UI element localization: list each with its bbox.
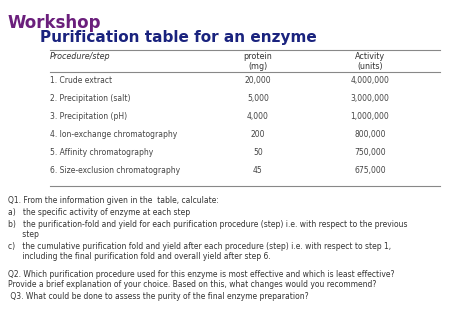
- Text: c)   the cumulative purification fold and yield after each procedure (step) i.e.: c) the cumulative purification fold and …: [8, 242, 391, 262]
- Text: 675,000: 675,000: [354, 166, 386, 175]
- Text: 3,000,000: 3,000,000: [351, 94, 390, 103]
- Text: 4,000,000: 4,000,000: [351, 76, 390, 85]
- Text: 6. Size-exclusion chromatography: 6. Size-exclusion chromatography: [50, 166, 180, 175]
- Text: 45: 45: [253, 166, 263, 175]
- Text: 750,000: 750,000: [354, 148, 386, 157]
- Text: Purification table for an enzyme: Purification table for an enzyme: [40, 30, 317, 45]
- Text: Activity
(units): Activity (units): [355, 52, 385, 71]
- Text: 2. Precipitation (salt): 2. Precipitation (salt): [50, 94, 130, 103]
- Text: Q2. Which purification procedure used for this enzyme is most effective and whic: Q2. Which purification procedure used fo…: [8, 270, 394, 289]
- Text: 3. Precipitation (pH): 3. Precipitation (pH): [50, 112, 127, 121]
- Text: 1,000,000: 1,000,000: [351, 112, 389, 121]
- Text: Procedure/step: Procedure/step: [50, 52, 110, 61]
- Text: 200: 200: [251, 130, 265, 139]
- Text: 4. Ion-exchange chromatography: 4. Ion-exchange chromatography: [50, 130, 177, 139]
- Text: Q3. What could be done to assess the purity of the final enzyme preparation?: Q3. What could be done to assess the pur…: [8, 292, 309, 301]
- Text: 5. Affinity chromatography: 5. Affinity chromatography: [50, 148, 153, 157]
- Text: a)   the specific activity of enzyme at each step: a) the specific activity of enzyme at ea…: [8, 208, 190, 217]
- Text: 1. Crude extract: 1. Crude extract: [50, 76, 112, 85]
- Text: 50: 50: [253, 148, 263, 157]
- Text: protein
(mg): protein (mg): [244, 52, 273, 71]
- Text: 800,000: 800,000: [354, 130, 386, 139]
- Text: 5,000: 5,000: [247, 94, 269, 103]
- Text: Workshop: Workshop: [8, 14, 101, 32]
- Text: b)   the purification-fold and yield for each purification procedure (step) i.e.: b) the purification-fold and yield for e…: [8, 220, 408, 239]
- Text: Q1. From the information given in the  table, calculate:: Q1. From the information given in the ta…: [8, 196, 219, 205]
- Text: 4,000: 4,000: [247, 112, 269, 121]
- Text: 20,000: 20,000: [245, 76, 271, 85]
